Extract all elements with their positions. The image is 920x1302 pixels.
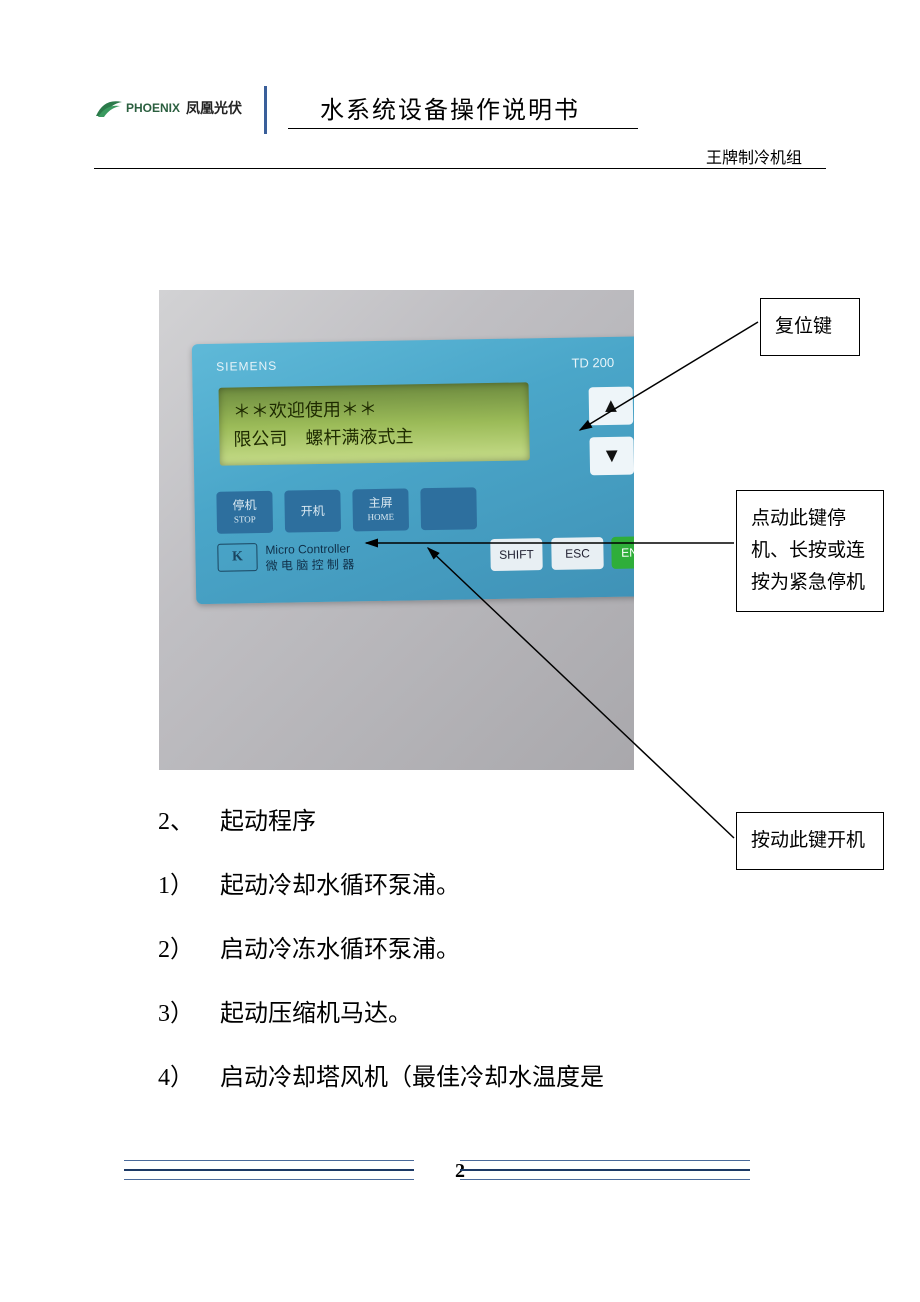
stop-button-cn: 停机 (232, 498, 256, 512)
item-text: 启动冷冻水循环泵浦。 (220, 918, 460, 982)
item-num: 3） (158, 982, 220, 1046)
logo-text-en: PHOENIX (126, 101, 180, 115)
callout-stop-key: 点动此键停机、长按或连按为紧急停机 (736, 490, 884, 612)
document-page: PHOENIX 凤凰光伏 水系统设备操作说明书 王牌制冷机组 SIEMENS T… (0, 0, 920, 1302)
list-item: 4） 启动冷却塔风机（最佳冷却水温度是 (158, 1046, 718, 1110)
footer-line (460, 1169, 750, 1171)
footer-line (460, 1160, 750, 1161)
panel-button-4 (420, 487, 477, 530)
kingair-logo-icon: K (217, 543, 257, 572)
section-title: 起动程序 (220, 790, 316, 854)
footer-line (124, 1179, 414, 1180)
document-title: 水系统设备操作说明书 (320, 90, 580, 125)
list-item: 1） 起动冷却水循环泵浦。 (158, 854, 718, 918)
home-button: 主屏 HOME (352, 488, 409, 531)
lcd-screen: ＊＊欢迎使用＊＊ 限公司 螺杆满液式主 (219, 382, 530, 465)
section-num: 2、 (158, 790, 220, 854)
header-vert-separator (264, 86, 267, 134)
controller-panel: SIEMENS TD 200 ＊＊欢迎使用＊＊ 限公司 螺杆满液式主 ▲ ▼ 停… (192, 336, 634, 604)
footer-line (460, 1179, 750, 1180)
document-subtitle: 王牌制冷机组 (706, 144, 802, 168)
item-num: 2） (158, 918, 220, 982)
controller-label-en: Micro Controller (265, 541, 354, 557)
stop-button: 停机 STOP (216, 491, 273, 534)
footer-line (124, 1169, 414, 1171)
down-arrow-button: ▼ (589, 437, 634, 476)
controller-label: Micro Controller 微 电 脑 控 制 器 (265, 541, 354, 574)
item-num: 1） (158, 854, 220, 918)
section-heading: 2、 起动程序 (158, 790, 718, 854)
page-header: PHOENIX 凤凰光伏 水系统设备操作说明书 王牌制冷机组 (0, 86, 920, 166)
header-rule (94, 168, 826, 169)
logo-text-cn: 凤凰光伏 (186, 98, 242, 118)
callout-reset-key: 复位键 (760, 298, 860, 356)
stop-button-en: STOP (234, 512, 256, 526)
start-button: 开机 (284, 490, 341, 533)
title-underline (288, 128, 638, 129)
callout-start-key: 按动此键开机 (736, 812, 884, 870)
home-button-cn: 主屏 (368, 496, 392, 510)
item-text: 起动冷却水循环泵浦。 (220, 854, 460, 918)
up-arrow-button: ▲ (589, 387, 634, 426)
footer-sep-right (460, 1160, 750, 1188)
enter-button: ENTER (611, 536, 634, 569)
list-item: 3） 起动压缩机马达。 (158, 982, 718, 1046)
controller-photo: SIEMENS TD 200 ＊＊欢迎使用＊＊ 限公司 螺杆满液式主 ▲ ▼ 停… (159, 290, 634, 770)
start-button-cn: 开机 (301, 504, 325, 518)
lcd-line2: 限公司 螺杆满液式主 (233, 421, 515, 454)
item-num: 4） (158, 1046, 220, 1110)
footer-line (124, 1160, 414, 1161)
logo-block: PHOENIX 凤凰光伏 (94, 96, 242, 120)
panel-model-label: TD 200 (571, 355, 614, 371)
esc-button: ESC (551, 537, 604, 570)
shift-button: SHIFT (490, 538, 543, 571)
panel-brand-label: SIEMENS (216, 359, 277, 374)
phoenix-logo-icon (94, 96, 124, 120)
controller-label-cn: 微 电 脑 控 制 器 (265, 555, 354, 574)
item-text: 启动冷却塔风机（最佳冷却水温度是 (220, 1046, 604, 1110)
body-text: 2、 起动程序 1） 起动冷却水循环泵浦。 2） 启动冷冻水循环泵浦。 3） 起… (158, 790, 718, 1110)
list-item: 2） 启动冷冻水循环泵浦。 (158, 918, 718, 982)
home-button-en: HOME (367, 510, 394, 524)
footer-sep-left (124, 1160, 414, 1188)
item-text: 起动压缩机马达。 (220, 982, 412, 1046)
